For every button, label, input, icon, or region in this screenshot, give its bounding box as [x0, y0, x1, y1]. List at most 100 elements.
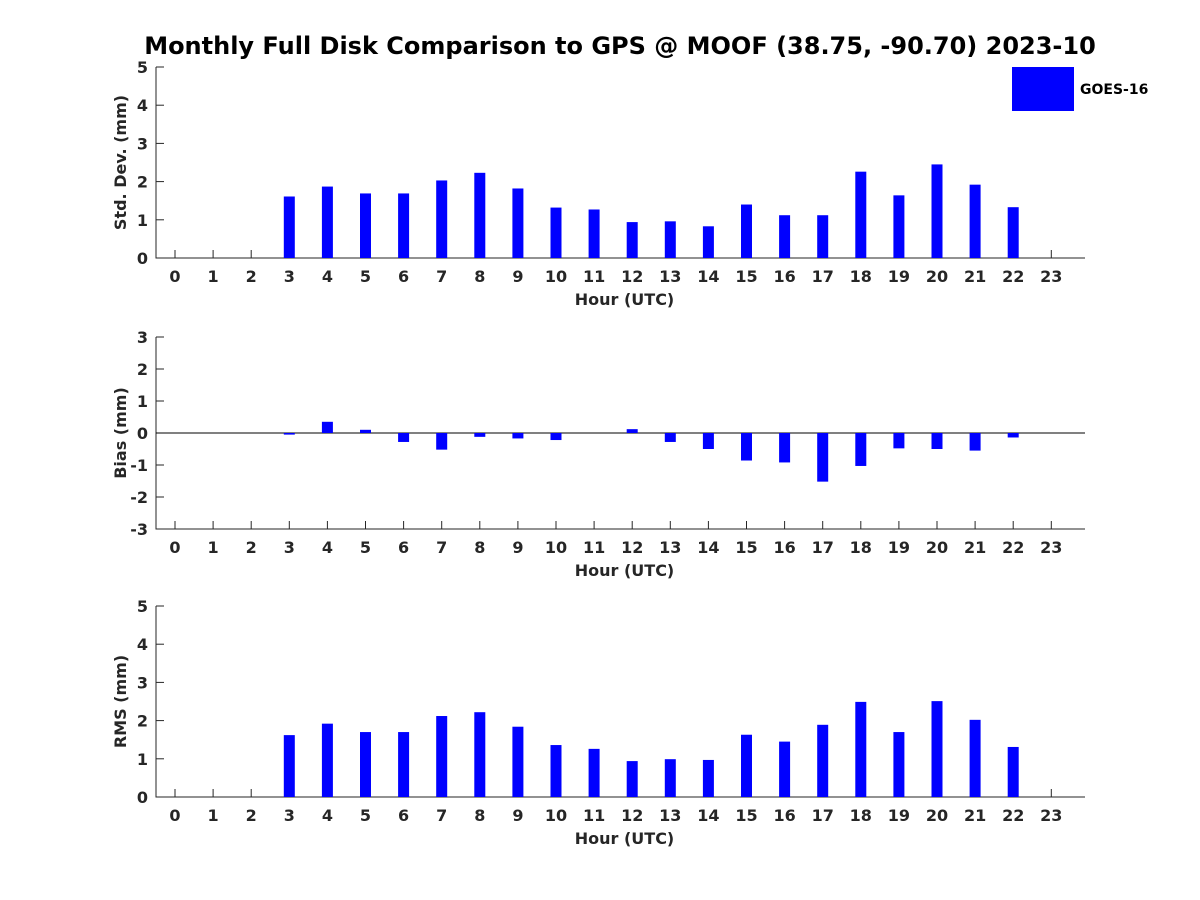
x-tick-label: 11 [583, 267, 605, 286]
x-tick-label: 5 [360, 538, 371, 557]
bar [512, 433, 524, 439]
x-tick-label: 2 [246, 806, 257, 825]
x-tick-label: 9 [512, 538, 523, 557]
x-tick-label: 8 [474, 267, 485, 286]
y-tick-label: -1 [130, 456, 148, 475]
bar [969, 184, 981, 258]
x-tick-label: 1 [208, 267, 219, 286]
x-tick-label: 11 [583, 538, 605, 557]
x-tick-label: 16 [773, 267, 795, 286]
x-axis-label: Hour (UTC) [575, 829, 675, 848]
x-tick-label: 3 [284, 538, 295, 557]
y-tick-label: 4 [137, 635, 148, 654]
x-tick-label: 23 [1040, 267, 1062, 286]
bar [931, 433, 943, 449]
axis-frame [155, 67, 1085, 259]
bar [474, 172, 486, 258]
x-axis-label: Hour (UTC) [575, 290, 675, 309]
y-tick-label: 0 [137, 424, 148, 443]
x-tick-label: 12 [621, 267, 643, 286]
bar [664, 759, 676, 797]
x-tick-label: 6 [398, 538, 409, 557]
bar [398, 433, 410, 442]
y-axis-label: Std. Dev. (mm) [111, 95, 130, 230]
x-tick-label: 12 [621, 806, 643, 825]
bar [931, 164, 943, 258]
bar [626, 429, 638, 433]
x-tick-label: 13 [659, 538, 681, 557]
x-tick-label: 0 [169, 267, 180, 286]
bar [931, 701, 943, 797]
y-tick-label: 1 [137, 392, 148, 411]
x-tick-label: 3 [284, 806, 295, 825]
bar [893, 732, 905, 797]
x-tick-label: 18 [850, 267, 872, 286]
x-tick-label: 18 [850, 806, 872, 825]
bar [321, 186, 333, 258]
y-axis-label: RMS (mm) [111, 655, 130, 748]
bar [893, 195, 905, 258]
bar [893, 433, 905, 449]
bar [436, 180, 448, 258]
bar [702, 433, 714, 449]
y-tick-label: 3 [137, 134, 148, 153]
bar [550, 433, 562, 441]
x-tick-label: 4 [322, 806, 333, 825]
bar [855, 433, 867, 466]
bar [741, 734, 752, 797]
x-tick-label: 2 [246, 538, 257, 557]
x-tick-label: 9 [512, 806, 523, 825]
bar [817, 215, 829, 258]
y-tick-label: 5 [137, 58, 148, 77]
legend-swatch [1012, 67, 1074, 111]
bar [283, 433, 295, 435]
bar [626, 222, 638, 258]
x-tick-label: 18 [850, 538, 872, 557]
x-tick-label: 8 [474, 806, 485, 825]
bar [1007, 433, 1019, 438]
x-tick-label: 15 [735, 267, 757, 286]
x-tick-label: 19 [888, 538, 910, 557]
x-tick-label: 15 [735, 806, 757, 825]
bar [855, 171, 867, 258]
bar [360, 193, 371, 258]
bar [741, 433, 752, 461]
x-tick-label: 20 [926, 267, 948, 286]
x-tick-label: 7 [436, 538, 447, 557]
legend: GOES-16 [1012, 67, 1148, 111]
y-tick-label: 4 [137, 96, 148, 115]
x-tick-label: 14 [697, 806, 719, 825]
y-tick-label: 3 [137, 673, 148, 692]
x-tick-label: 17 [812, 538, 834, 557]
x-tick-label: 22 [1002, 267, 1024, 286]
x-tick-label: 5 [360, 806, 371, 825]
x-tick-label: 22 [1002, 538, 1024, 557]
bar [664, 433, 676, 442]
chart-title: Monthly Full Disk Comparison to GPS @ MO… [144, 32, 1096, 60]
x-tick-label: 10 [545, 806, 567, 825]
bar [283, 196, 295, 258]
bar [512, 188, 524, 258]
y-tick-label: 2 [137, 360, 148, 379]
x-tick-label: 9 [512, 267, 523, 286]
y-tick-label: 2 [137, 173, 148, 192]
axis-frame [155, 606, 1085, 798]
bar [969, 719, 981, 797]
x-tick-label: 13 [659, 267, 681, 286]
x-tick-label: 21 [964, 806, 986, 825]
x-tick-label: 6 [398, 267, 409, 286]
x-tick-label: 10 [545, 538, 567, 557]
y-tick-label: 3 [137, 328, 148, 347]
y-tick-label: 5 [137, 597, 148, 616]
x-tick-label: 21 [964, 538, 986, 557]
y-tick-label: 2 [137, 712, 148, 731]
x-tick-label: 15 [735, 538, 757, 557]
x-tick-label: 13 [659, 806, 681, 825]
x-tick-label: 23 [1040, 806, 1062, 825]
x-tick-label: 20 [926, 538, 948, 557]
x-tick-label: 23 [1040, 538, 1062, 557]
bar [474, 712, 486, 797]
bar [817, 724, 829, 797]
